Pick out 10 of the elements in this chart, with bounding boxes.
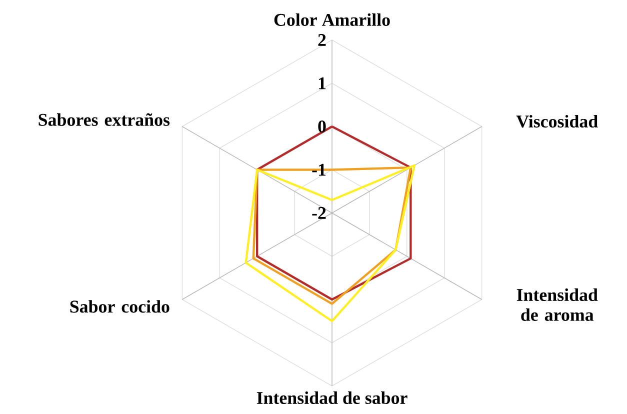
y-tick-label: -2 — [312, 207, 326, 219]
spoke-label: Viscosidad — [516, 114, 598, 128]
y-tick-label: 2 — [318, 34, 326, 46]
spoke-label: Color Amarillo — [274, 13, 390, 26]
y-tick-label: 0 — [318, 120, 326, 133]
y-tick-label: 1 — [318, 77, 326, 90]
spoke-label: Sabor cocido — [70, 300, 170, 313]
spoke-label: Sabores extraños — [38, 113, 170, 126]
spoke-label: Intensidad de sabor — [256, 391, 408, 404]
spoke-label: Intensidad de aroma — [516, 288, 598, 321]
